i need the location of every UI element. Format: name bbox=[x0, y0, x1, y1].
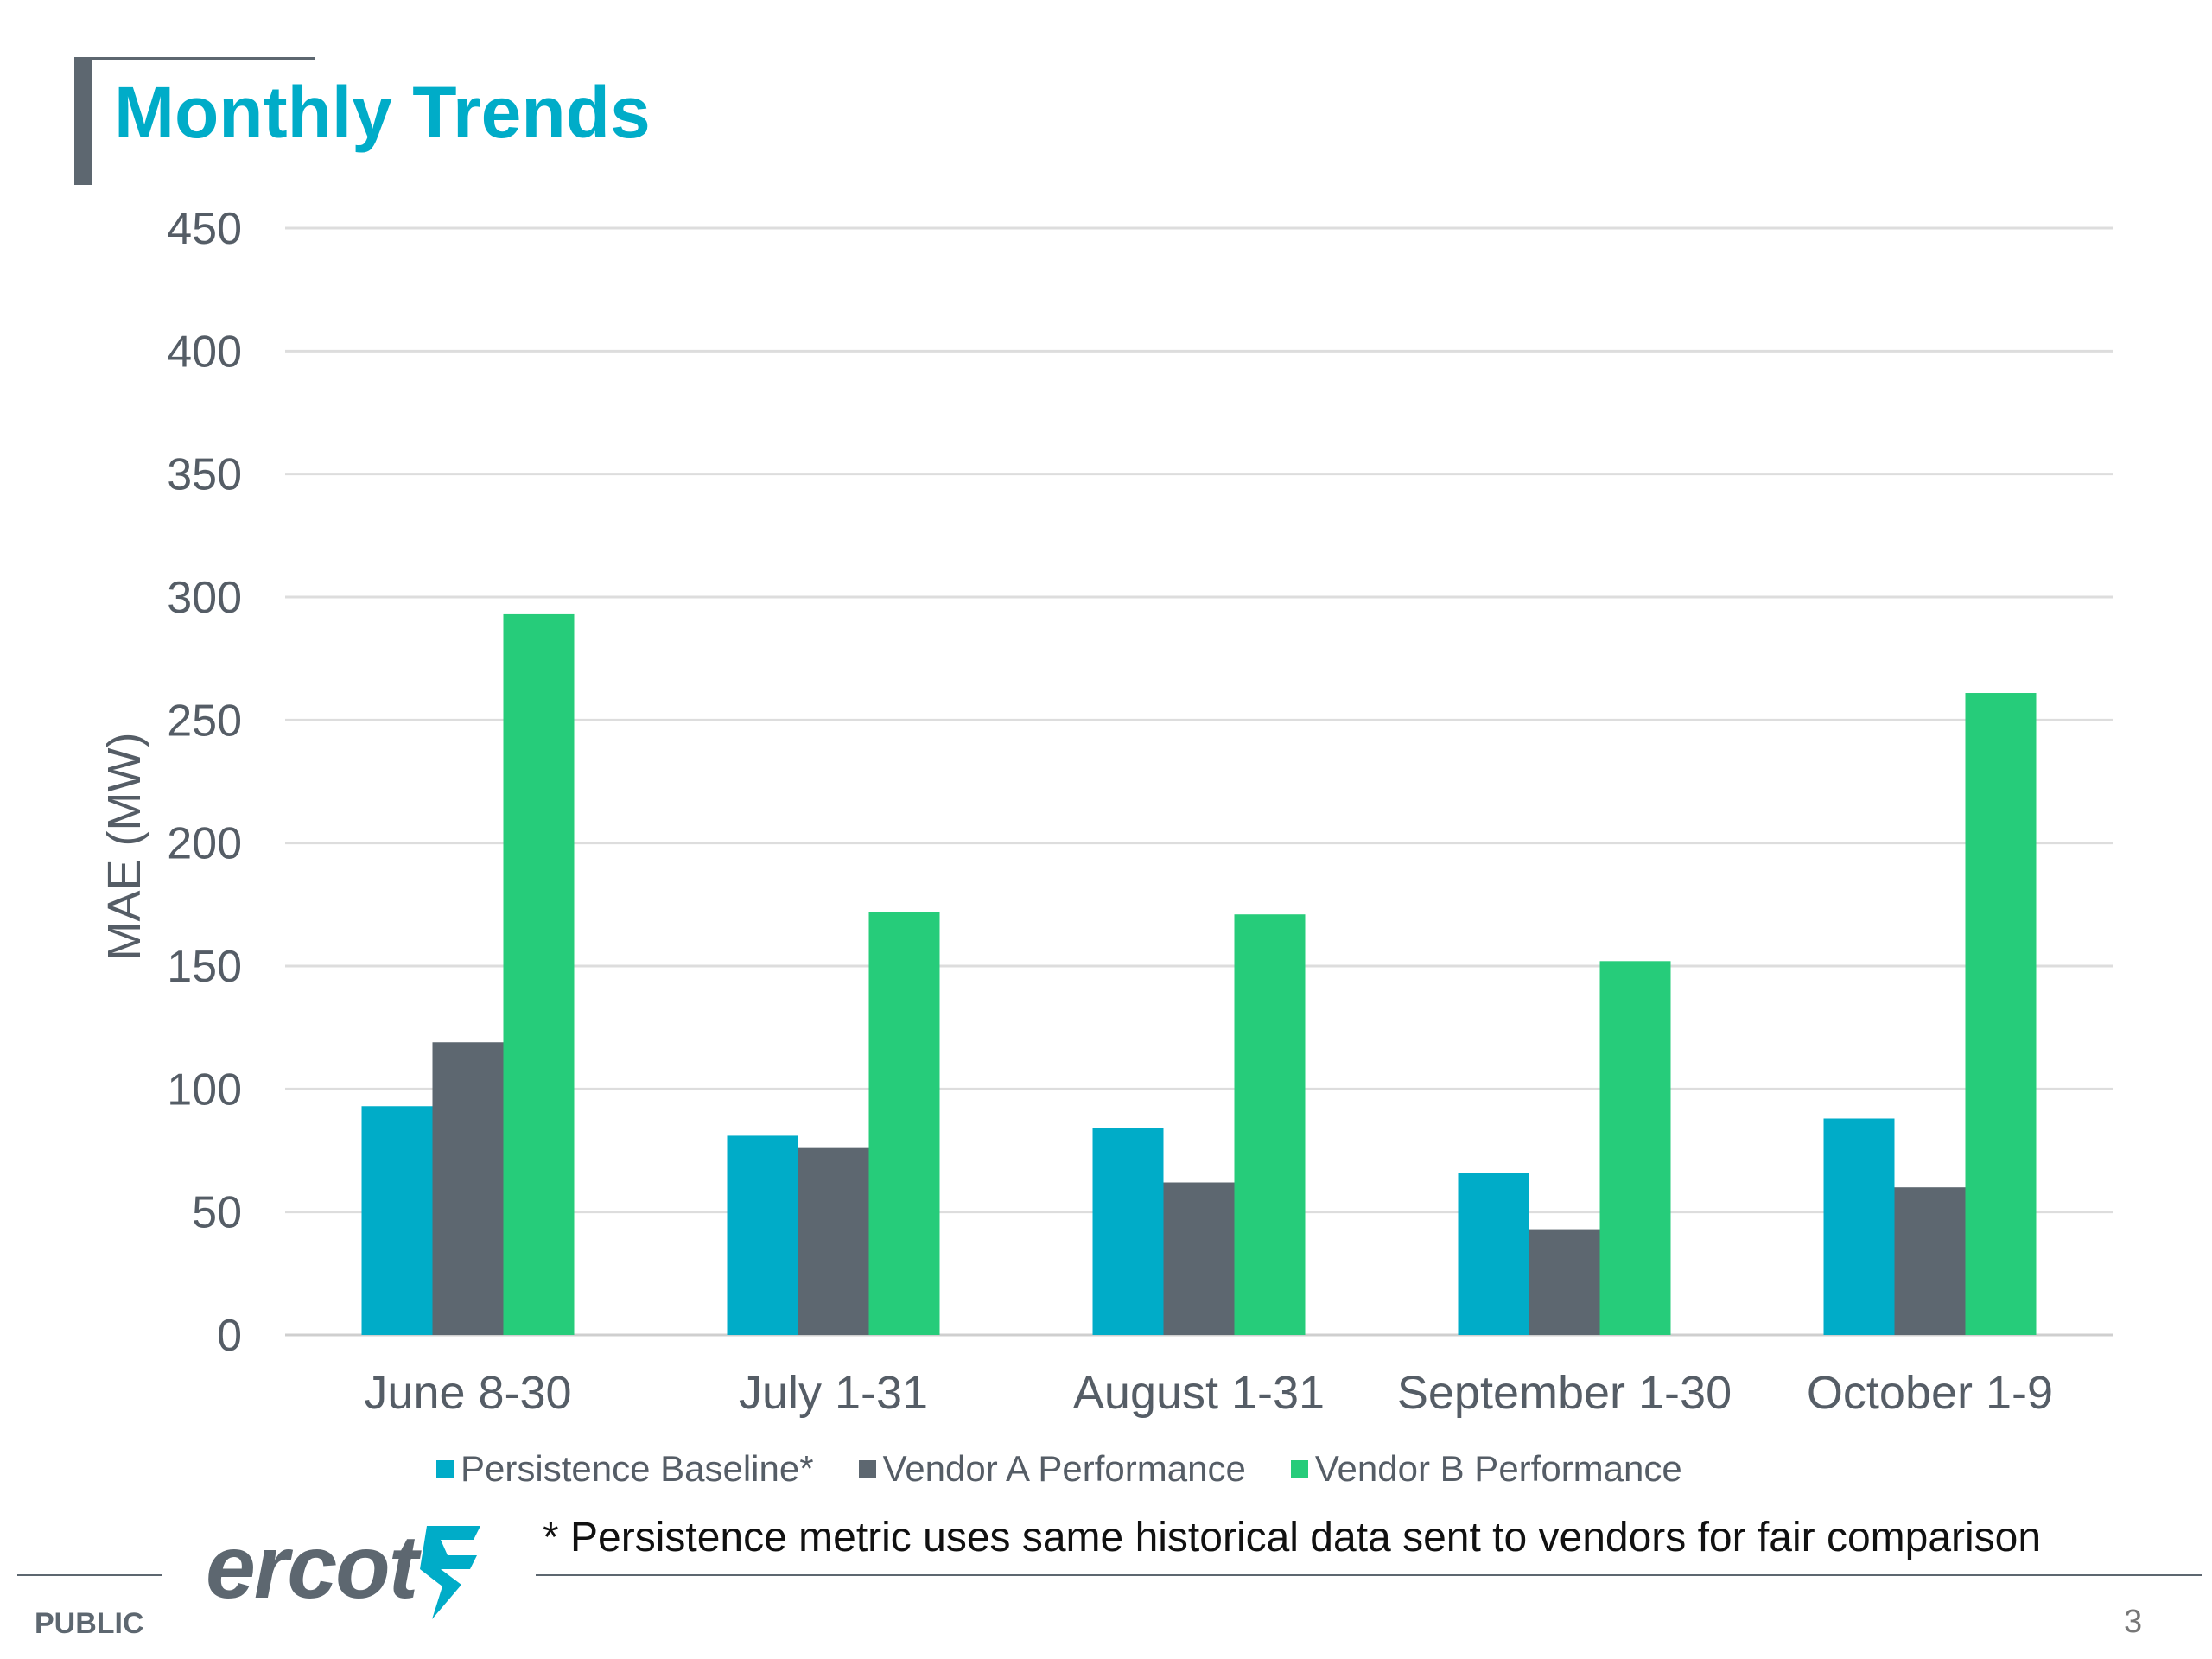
x-tick-label: July 1-31 bbox=[739, 1367, 928, 1419]
x-tick-label: October 1-9 bbox=[1807, 1367, 2053, 1419]
bar bbox=[798, 1147, 869, 1335]
bar bbox=[1965, 693, 2037, 1335]
chart-legend: Persistence Baseline* Vendor A Performanc… bbox=[436, 1448, 1727, 1490]
x-tick-label: June 8-30 bbox=[364, 1367, 571, 1419]
legend-swatch bbox=[436, 1460, 454, 1478]
y-tick-label: 100 bbox=[167, 1065, 242, 1115]
bar bbox=[1163, 1182, 1235, 1335]
bar bbox=[361, 1106, 433, 1335]
legend-label: Vendor A Performance bbox=[882, 1448, 1246, 1489]
bar bbox=[868, 912, 940, 1335]
y-tick-label: 450 bbox=[167, 204, 242, 254]
y-tick-label: 150 bbox=[167, 942, 242, 992]
bar bbox=[1823, 1118, 1895, 1335]
y-tick-label: 200 bbox=[167, 819, 242, 869]
title-accent-bar bbox=[74, 57, 92, 185]
y-tick-label: 350 bbox=[167, 450, 242, 500]
y-tick-label: 400 bbox=[167, 327, 242, 377]
title-accent-rule bbox=[74, 57, 315, 60]
slide-title: Monthly Trends bbox=[114, 72, 651, 153]
y-tick-label: 0 bbox=[217, 1311, 242, 1361]
bar bbox=[727, 1135, 798, 1335]
bar bbox=[503, 613, 575, 1335]
page-number: 3 bbox=[2124, 1604, 2143, 1640]
footer-divider-right bbox=[536, 1574, 2202, 1576]
bar bbox=[1092, 1128, 1164, 1335]
x-tick-label: September 1-30 bbox=[1397, 1367, 1732, 1419]
bar bbox=[1234, 914, 1306, 1335]
legend-item: Vendor A Performance bbox=[858, 1448, 1246, 1490]
footnote: * Persistence metric uses same historica… bbox=[543, 1515, 2042, 1560]
bar bbox=[432, 1042, 504, 1335]
y-axis-label: MAE (MW) bbox=[99, 733, 150, 961]
legend-item: Vendor B Performance bbox=[1290, 1448, 1682, 1490]
legend-swatch bbox=[1290, 1460, 1308, 1478]
bar-chart: 0 50 100 150 200 250 300 350 400 450 MAE (MW) June … bbox=[99, 204, 2113, 1419]
y-tick-label: 300 bbox=[167, 573, 242, 623]
legend-swatch bbox=[858, 1460, 876, 1478]
legend-item: Persistence Baseline* bbox=[436, 1448, 814, 1490]
bar bbox=[1529, 1229, 1600, 1335]
ercot-logo: ercot bbox=[206, 1517, 418, 1618]
classification-label: PUBLIC bbox=[35, 1607, 144, 1640]
y-tick-label: 50 bbox=[192, 1188, 242, 1238]
y-tick-label: 250 bbox=[167, 696, 242, 746]
x-tick-label: August 1-31 bbox=[1073, 1367, 1325, 1419]
footer-divider-left bbox=[17, 1574, 162, 1576]
bar bbox=[1599, 961, 1671, 1335]
bar bbox=[1458, 1173, 1529, 1335]
legend-label: Vendor B Performance bbox=[1314, 1448, 1682, 1489]
ercot-logo-mark-icon bbox=[420, 1526, 480, 1619]
legend-label: Persistence Baseline* bbox=[461, 1448, 814, 1489]
bar bbox=[1894, 1187, 1966, 1335]
